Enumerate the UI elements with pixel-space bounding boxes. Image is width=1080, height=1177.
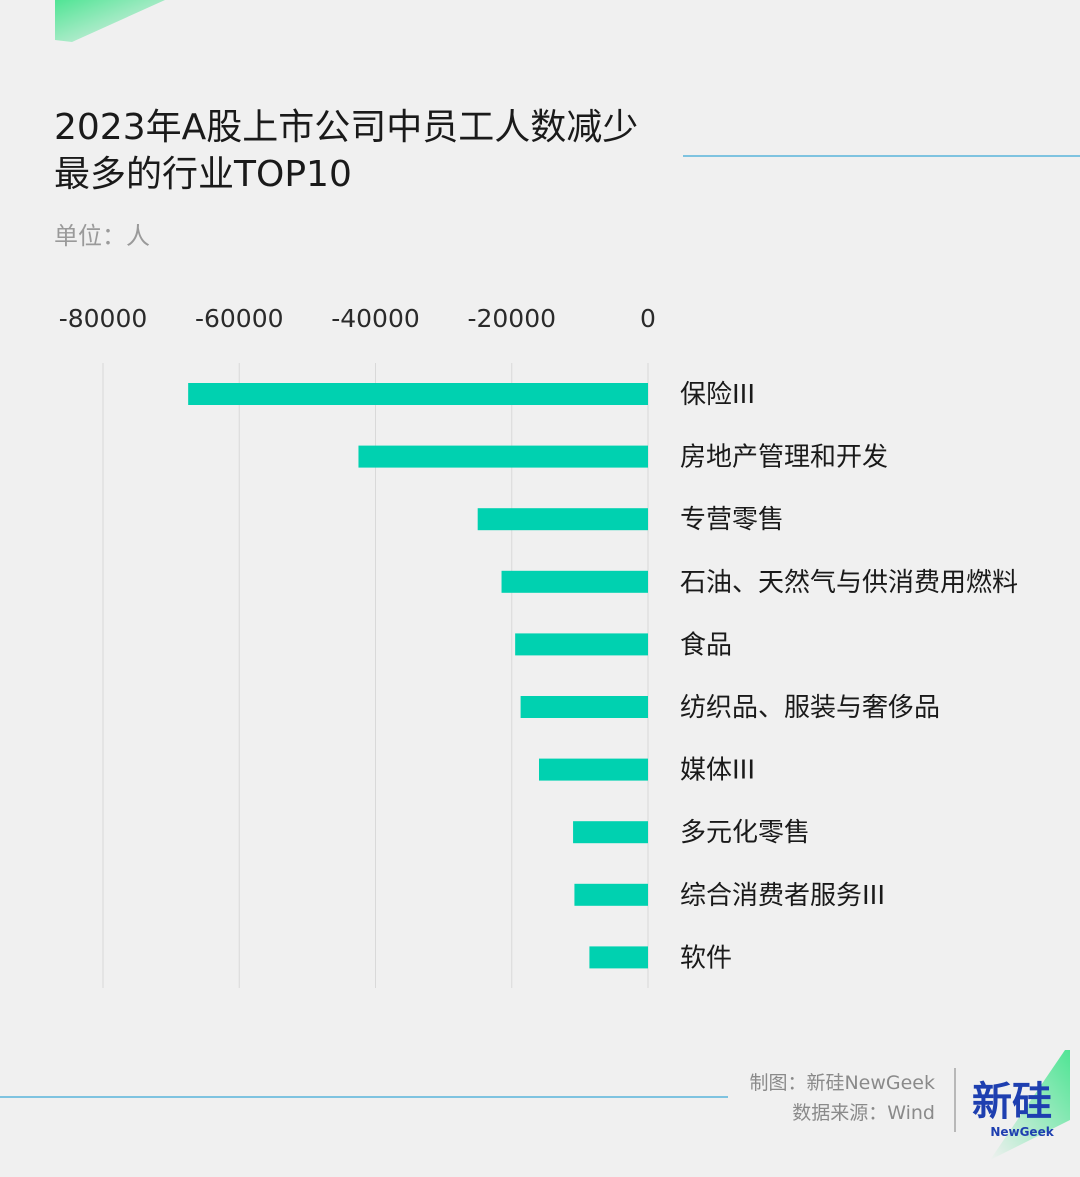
category-label: 纺织品、服装与奢侈品 (680, 693, 940, 723)
x-tick-label: -40000 (331, 304, 420, 333)
category-label: 媒体III (680, 756, 755, 786)
category-label: 专营零售 (680, 505, 784, 535)
bar (520, 696, 648, 718)
bar (501, 570, 648, 593)
bar (589, 946, 648, 969)
category-label: 房地产管理和开发 (680, 443, 888, 473)
chart-title: 2023年A股上市公司中员工人数减少最多的行业TOP10 (54, 107, 639, 195)
bar (477, 508, 648, 531)
logo-sub-text: NewGeek (990, 1125, 1054, 1139)
credit-separator (954, 1068, 956, 1132)
category-label: 石油、天然气与供消费用燃料 (680, 568, 1018, 598)
x-tick-label: -20000 (467, 304, 556, 333)
credit-source: 数据来源：Wind (792, 1102, 935, 1124)
bar (574, 883, 648, 906)
category-label: 保险III (680, 380, 755, 410)
x-tick-label: -80000 (59, 304, 148, 333)
corner-decoration (55, 0, 165, 42)
logo-main-text: 新硅 (972, 1079, 1052, 1125)
category-label: 多元化零售 (680, 818, 810, 848)
bar (188, 383, 648, 405)
title-rule (683, 155, 1080, 157)
bar (515, 633, 648, 656)
category-label: 软件 (680, 943, 732, 973)
x-tick-label: 0 (640, 304, 656, 333)
x-tick-label: -60000 (195, 304, 284, 333)
bar (539, 758, 648, 781)
newgeek-logo: 新硅 NewGeek (972, 1050, 1070, 1160)
footer-rule (0, 1096, 728, 1098)
credit-maker: 制图：新硅NewGeek (749, 1072, 935, 1094)
credits: 制图：新硅NewGeek 数据来源：Wind (720, 1068, 935, 1128)
bar (358, 445, 648, 468)
category-label: 食品 (680, 630, 732, 660)
bar (573, 821, 648, 844)
unit-label: 单位：人 (54, 222, 150, 250)
category-label: 综合消费者服务III (680, 881, 885, 911)
